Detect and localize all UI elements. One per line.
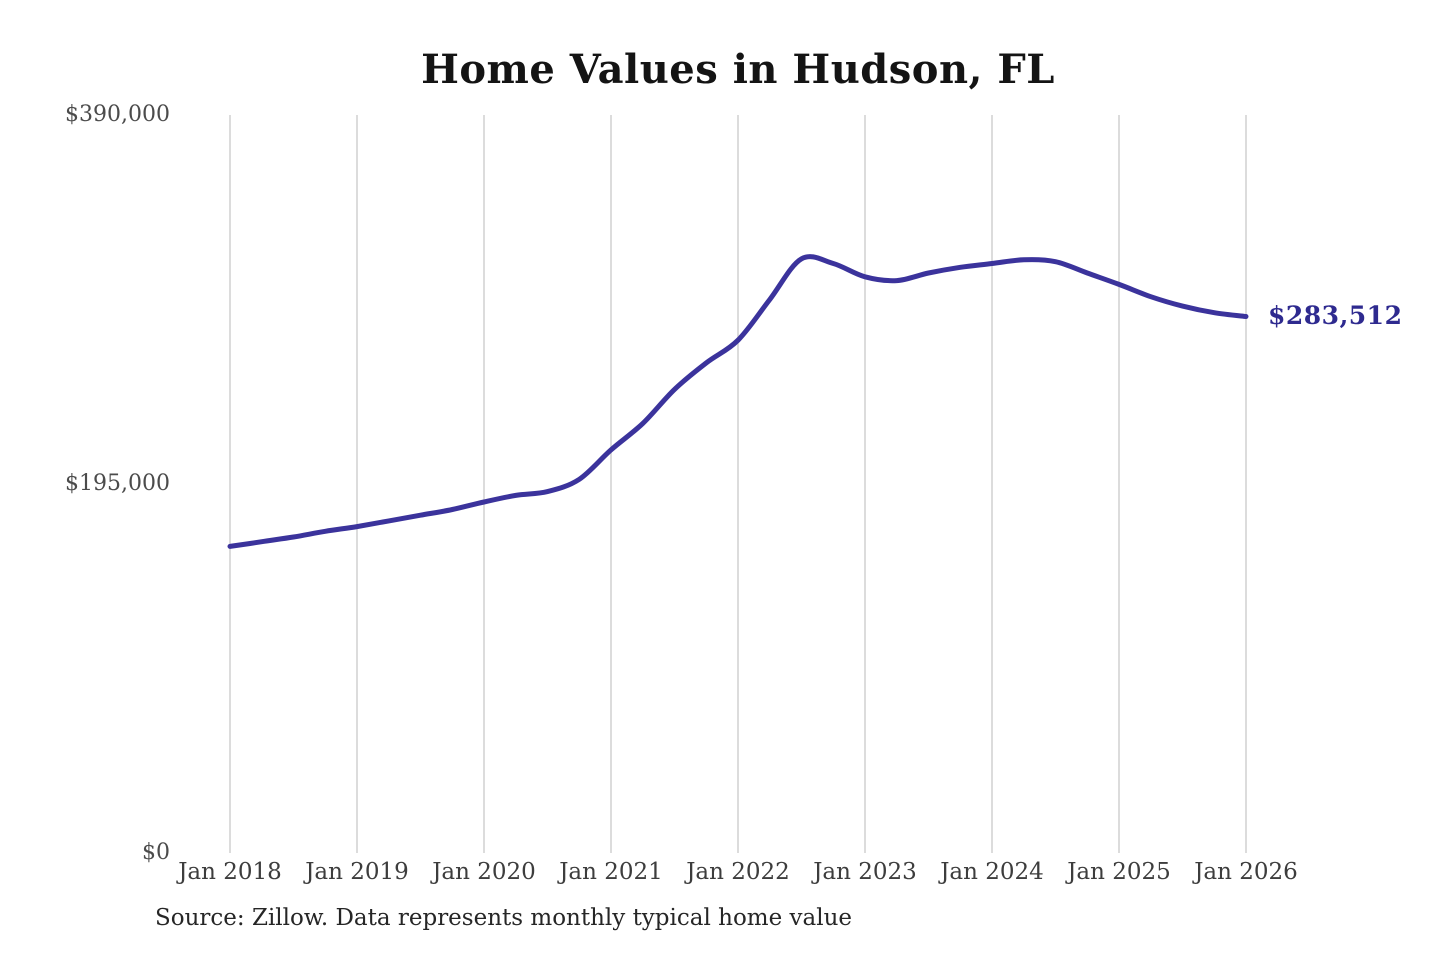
gridlines xyxy=(229,115,1247,853)
y-axis-tick-label: $0 xyxy=(142,840,170,865)
value-end-label: $283,512 xyxy=(1268,300,1403,330)
x-axis-tick-label: Jan 2024 xyxy=(940,859,1044,885)
x-axis-tick-label: Jan 2019 xyxy=(305,859,409,885)
source-note: Source: Zillow. Data represents monthly … xyxy=(155,905,853,931)
page-title: Home Values in Hudson, FL xyxy=(421,46,1055,93)
x-axis-tick-label: Jan 2018 xyxy=(178,859,282,885)
value-line xyxy=(227,254,1249,549)
x-axis-tick-label: Jan 2020 xyxy=(432,859,536,885)
y-axis-tick-label: $195,000 xyxy=(65,471,170,496)
x-axis-tick-label: Jan 2022 xyxy=(686,859,790,885)
x-axis-tick-label: Jan 2025 xyxy=(1067,859,1171,885)
y-axis-tick-label: $390,000 xyxy=(65,102,170,127)
x-axis-tick-label: Jan 2026 xyxy=(1194,859,1298,885)
x-axis-tick-label: Jan 2021 xyxy=(559,859,663,885)
x-axis-tick-label: Jan 2023 xyxy=(813,859,917,885)
